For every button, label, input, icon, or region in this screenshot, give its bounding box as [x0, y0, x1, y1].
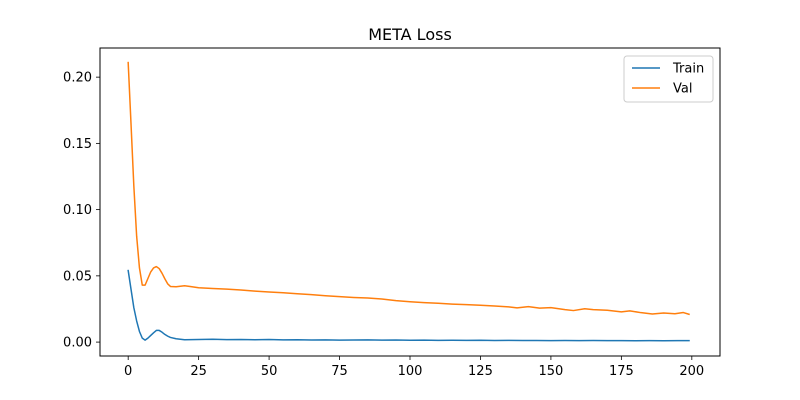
- x-tick-label: 175: [609, 364, 634, 379]
- y-tick-label: 0.00: [63, 336, 92, 351]
- series-layer: [127, 61, 690, 342]
- x-tick-label: 50: [261, 364, 278, 379]
- series-line-val: [127, 61, 690, 316]
- x-tick-label: 125: [468, 364, 493, 379]
- x-tick-label: 100: [398, 364, 423, 379]
- x-tick-label: 150: [538, 364, 563, 379]
- x-tick-label: 75: [331, 364, 348, 379]
- legend-label-train: Train: [672, 62, 704, 77]
- y-axis: 0.00 0.05 0.10 0.15 0.20: [63, 71, 100, 351]
- legend-label-val: Val: [673, 82, 692, 97]
- chart-title: META Loss: [368, 25, 452, 44]
- x-tick-label: 200: [679, 364, 704, 379]
- y-tick-label: 0.20: [63, 71, 92, 86]
- x-tick-label: 0: [124, 364, 132, 379]
- y-tick-label: 0.10: [63, 203, 92, 218]
- legend: Train Val: [623, 55, 714, 103]
- x-axis: 0 25 50 75 100 125 150 175 200: [124, 356, 704, 379]
- y-tick-label: 0.15: [63, 137, 92, 152]
- series-line-train: [127, 269, 690, 342]
- x-tick-label: 25: [190, 364, 207, 379]
- y-tick-label: 0.05: [63, 269, 92, 284]
